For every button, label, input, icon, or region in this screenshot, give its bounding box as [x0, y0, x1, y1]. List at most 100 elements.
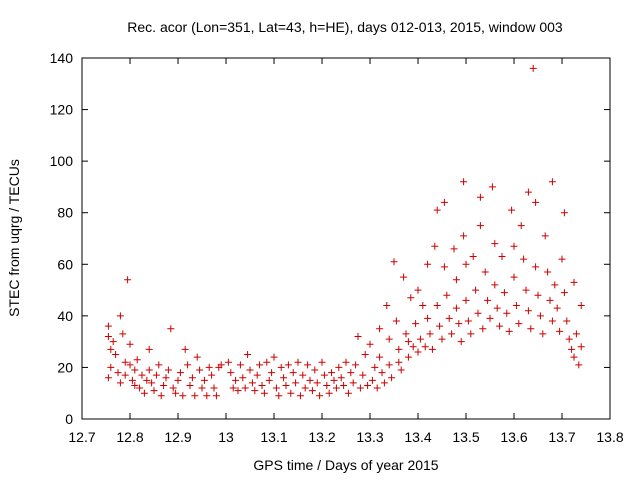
x-tick-label: 13.5 [452, 429, 479, 445]
data-point [500, 289, 508, 297]
data-point [241, 384, 249, 392]
data-point [272, 384, 280, 392]
data-point [193, 353, 201, 361]
data-point [198, 384, 206, 392]
data-point [541, 232, 549, 240]
data-point [246, 366, 254, 374]
data-point [472, 286, 480, 294]
data-point [371, 363, 379, 371]
data-point [433, 302, 441, 310]
data-point [224, 358, 232, 366]
data-point [378, 369, 386, 377]
data-point [407, 294, 415, 302]
data-point [570, 278, 578, 286]
chart-title: Rec. acor (Lon=351, Lat=43, h=HE), days … [127, 19, 563, 35]
data-point [433, 206, 441, 214]
data-point [155, 361, 163, 369]
data-point [409, 343, 417, 351]
data-point [373, 384, 381, 392]
data-point [167, 325, 175, 333]
data-point [140, 389, 148, 397]
data-point [268, 369, 276, 377]
data-point [354, 332, 362, 340]
data-point [510, 273, 518, 281]
data-point [467, 330, 475, 338]
data-point [469, 253, 477, 261]
data-point [534, 291, 542, 299]
y-axis-label: STEC from uqrg / TECUs [6, 159, 22, 317]
data-point [188, 374, 196, 382]
data-point [172, 389, 180, 397]
data-point [421, 343, 429, 351]
data-point [491, 281, 499, 289]
data-point [570, 353, 578, 361]
data-point [244, 351, 252, 359]
data-point [229, 384, 237, 392]
data-point [191, 392, 199, 400]
data-point [414, 286, 422, 294]
data-point [462, 260, 470, 268]
data-point [361, 351, 369, 359]
data-point [248, 379, 256, 387]
data-point [445, 314, 453, 322]
data-point [104, 374, 112, 382]
data-point [328, 369, 336, 377]
data-point [304, 361, 312, 369]
data-point [368, 376, 376, 384]
data-point [318, 358, 326, 366]
data-point [162, 374, 170, 382]
data-point [376, 353, 384, 361]
data-point [397, 366, 405, 374]
data-point [196, 366, 204, 374]
data-point [548, 317, 556, 325]
data-point [548, 178, 556, 186]
data-point [510, 242, 518, 250]
data-point [395, 358, 403, 366]
data-point [388, 374, 396, 382]
y-tick-label: 140 [50, 50, 74, 66]
data-point [424, 260, 432, 268]
data-point [491, 240, 499, 248]
data-point [232, 376, 240, 384]
data-point [383, 302, 391, 310]
data-point [200, 376, 208, 384]
data-point [390, 258, 398, 266]
data-point [524, 307, 532, 315]
data-point [143, 376, 151, 384]
data-point [568, 345, 576, 353]
data-point [546, 296, 554, 304]
data-point [395, 345, 403, 353]
data-point [313, 379, 321, 387]
data-point [270, 353, 278, 361]
data-point [359, 371, 367, 379]
data-point [505, 327, 513, 335]
data-point [320, 371, 328, 379]
data-point [131, 381, 139, 389]
data-point [524, 188, 532, 196]
data-point [332, 384, 340, 392]
data-point [157, 392, 165, 400]
data-point [560, 209, 568, 217]
data-point [455, 320, 463, 328]
plot-frame [81, 57, 611, 420]
data-point [517, 222, 525, 230]
data-point [577, 343, 585, 351]
data-point [145, 366, 153, 374]
data-point [186, 381, 194, 389]
data-point [126, 361, 134, 369]
data-point [424, 314, 432, 322]
data-point [208, 371, 216, 379]
data-point [112, 351, 120, 359]
data-point [160, 381, 168, 389]
data-point [299, 371, 307, 379]
data-point [556, 327, 564, 335]
data-point [416, 335, 424, 343]
x-tick-label: 12.9 [164, 429, 191, 445]
data-point [109, 338, 117, 346]
data-point [253, 371, 261, 379]
data-point [450, 245, 458, 253]
data-point [452, 276, 460, 284]
x-tick-label: 13.3 [356, 429, 383, 445]
x-tick-label: 13.2 [308, 429, 335, 445]
data-point [306, 376, 314, 384]
